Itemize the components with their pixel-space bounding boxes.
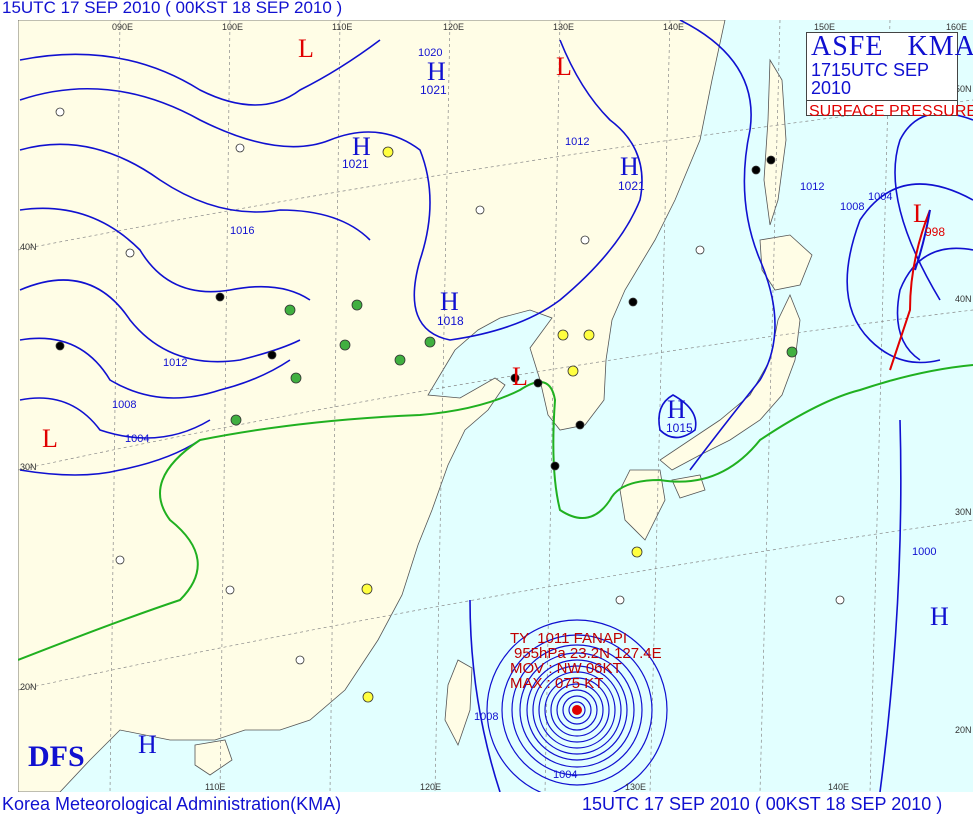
station-dots	[55, 107, 845, 703]
weather-map: 090E 100E 110E 120E 130E 140E 150E 160E …	[18, 20, 973, 792]
lon-label: 120E	[420, 782, 441, 792]
lon-label: 110E	[205, 782, 225, 792]
center-pressure: 1018	[437, 314, 464, 328]
asia-mainland	[18, 20, 726, 792]
isobars	[19, 20, 973, 792]
lon-label: 160E	[946, 22, 967, 32]
isobar-label: 1000	[912, 546, 936, 558]
lon-label: 140E	[663, 22, 684, 32]
high-center: H	[138, 730, 157, 759]
agency-name: Korea Meteorological Administration(KMA)	[2, 794, 342, 814]
dfs-logo: DFS	[28, 740, 85, 773]
lon-label: 140E	[828, 782, 849, 792]
isobar-label: 1008	[840, 201, 864, 213]
warm-front	[889, 209, 931, 371]
lon-label: 130E	[553, 22, 574, 32]
isobar-label: 1004	[553, 769, 577, 781]
isobar-label: 1012	[163, 357, 187, 369]
low-center: L	[42, 424, 58, 453]
product-name: ASFE KMA	[811, 31, 973, 62]
map-title: 15UTC 17 SEP 2010 ( 00KST 18 SEP 2010 )	[2, 0, 343, 17]
center-pressure: 1021	[342, 157, 369, 171]
isobar-label: 1008	[474, 711, 498, 723]
lat-label: 40N	[955, 294, 972, 304]
high-center: H	[427, 57, 446, 86]
lon-label: 090E	[112, 22, 133, 32]
lat-label: 30N	[955, 507, 972, 517]
low-center: L	[556, 52, 572, 81]
center-pressure: 998	[925, 225, 945, 239]
lat-label: 40N	[20, 242, 37, 252]
isobar-label: 1020	[418, 47, 442, 59]
isobar-label: 1016	[230, 225, 254, 237]
typhoon-movement: MOV : NW 06KT	[510, 660, 622, 677]
lon-label: 110E	[332, 22, 352, 32]
hokkaido	[759, 234, 813, 291]
typhoon-max-wind: MAX : 075 KT	[510, 675, 604, 692]
isobar-label: 1004	[868, 191, 892, 203]
taiwan	[444, 659, 473, 747]
lat-label: 30N	[20, 462, 37, 472]
typhoon-name: TY 1011 FANAPI	[510, 630, 628, 647]
isobar-label: 1012	[800, 181, 824, 193]
lat-label: 20N	[955, 725, 972, 735]
center-pressure: 1015	[666, 421, 693, 435]
hainan	[194, 739, 233, 776]
high-center: H	[620, 152, 639, 181]
lon-label: 120E	[443, 22, 464, 32]
valid-time: 15UTC 17 SEP 2010 ( 00KST 18 SEP 2010 )	[582, 794, 943, 814]
high-center: H	[930, 602, 949, 631]
lat-label: 20N	[20, 682, 37, 692]
low-center: L	[512, 362, 528, 391]
isobar-label: 1008	[112, 399, 136, 411]
isobar-label: 1012	[565, 136, 589, 148]
cold-front	[914, 209, 931, 271]
land	[18, 20, 813, 792]
low-center: L	[298, 34, 314, 63]
legend-box: ASFE KMA 1715UTC SEP 2010 SURFACE PRESSU…	[806, 31, 973, 120]
typhoon-isobars	[486, 619, 668, 792]
typhoon-info: TY 1011 FANAPI 955hPa 23.2N 127.4E MOV : N…	[510, 631, 662, 691]
high-center: H	[352, 132, 371, 161]
high-center: H	[667, 395, 686, 424]
sakhalin	[763, 58, 787, 226]
lon-label: 150E	[814, 22, 835, 32]
graticule	[18, 20, 973, 792]
center-pressure: 1021	[420, 83, 447, 97]
isobar-label: 1004	[125, 433, 149, 445]
typhoon-position: 955hPa 23.2N 127.4E	[514, 645, 662, 662]
center-pressure: 1021	[618, 179, 645, 193]
honshu	[659, 294, 801, 471]
high-center: H	[440, 287, 459, 316]
stationary-front	[18, 364, 973, 661]
lat-label: 50N	[955, 84, 972, 94]
lon-label: 100E	[222, 22, 243, 32]
lon-label: 130E	[625, 782, 646, 792]
chart-type: SURFACE PRESSURE(hPa)	[809, 103, 973, 120]
issue-time: 1715UTC SEP 2010	[807, 61, 957, 101]
low-center: L	[913, 199, 929, 228]
typhoon-symbol	[572, 705, 582, 715]
